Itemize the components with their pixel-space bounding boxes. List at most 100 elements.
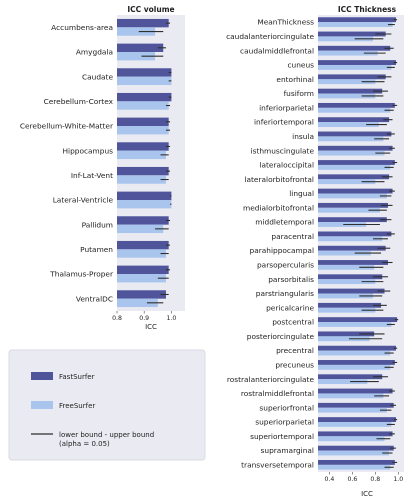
thickness-bar-freesurfer-insula: [318, 136, 384, 142]
thickness-bar-fastsurfer-lateralorbitofrontal: [318, 174, 390, 180]
volume-category-label: Thalamus-Proper: [49, 270, 114, 279]
volume-category-label: VentralDC: [76, 294, 113, 303]
thickness-bar-freesurfer-inferiortemporal: [318, 122, 379, 127]
thickness-bar-fastsurfer-fusiform: [318, 88, 383, 94]
thickness-category-label: entorhinal: [276, 75, 314, 84]
thickness-category-label: posteriorcingulate: [247, 332, 315, 341]
thickness-bar-freesurfer-precentral: [318, 350, 391, 356]
thickness-category-label: inferiortemporal: [254, 118, 314, 127]
volume-bar-freesurfer-accumbens-area: [117, 27, 156, 36]
thickness-bar-freesurfer-entorhinal: [318, 79, 376, 85]
thickness-category-label: cuneus: [287, 61, 314, 70]
volume-category-label: Lateral-Ventricle: [53, 196, 114, 205]
thickness-category-label: transversetemporal: [241, 460, 314, 469]
thickness-bar-fastsurfer-medialorbitofrontal: [318, 202, 388, 208]
volume-bar-freesurfer-amygdala: [117, 52, 156, 61]
thickness-bar-freesurfer-middletemporal: [318, 222, 367, 227]
thickness-bar-fastsurfer-caudalmiddlefrontal: [318, 45, 391, 51]
icc-volume-title: ICC volume: [127, 5, 174, 14]
thickness-bar-freesurfer-caudalmiddlefrontal: [318, 50, 378, 56]
volume-category-label: Inf-Lat-Vent: [71, 171, 113, 180]
legend-box: [8, 349, 206, 461]
thickness-bar-fastsurfer-rostralmiddlefrontal: [318, 388, 393, 394]
volume-bar-freesurfer-ventraldc: [117, 298, 158, 308]
icc-volume-x-axis-label: ICC: [145, 323, 157, 331]
thickness-bar-freesurfer-superiorfrontal: [318, 407, 387, 413]
volume-bar-fastsurfer-ventraldc: [117, 290, 166, 299]
thickness-category-label: lingual: [289, 189, 314, 198]
thickness-bar-freesurfer-parahippocampal: [318, 250, 371, 256]
thickness-bar-fastsurfer-paracentral: [318, 231, 392, 237]
thickness-bar-fastsurfer-postcentral: [318, 317, 398, 323]
icc-volume-marks: Accumbens-area Amygdala Caudate Cerebellum-…: [20, 18, 176, 322]
volume-bar-fastsurfer-pallidum: [117, 216, 169, 225]
thickness-bar-freesurfer-parsorbitalis: [318, 279, 376, 285]
thickness-bar-freesurfer-lingual: [318, 193, 387, 199]
thickness-bar-freesurfer-lateralorbitofrontal: [318, 179, 376, 185]
thickness-category-label: insula: [292, 132, 314, 141]
thickness-category-label: middletemporal: [255, 218, 314, 227]
thickness-category-label: isthmuscingulate: [251, 146, 315, 155]
volume-bar-fastsurfer-caudate: [117, 68, 172, 77]
thickness-category-label: medialorbitofrontal: [243, 203, 314, 212]
thickness-bar-freesurfer-superiortemporal: [318, 436, 385, 442]
thickness-bar-fastsurfer-parsorbitalis: [318, 274, 383, 280]
thickness-bar-freesurfer-paracentral: [318, 236, 383, 242]
volume-bar-fastsurfer-lateral-ventricle: [117, 191, 172, 200]
thickness-category-label: postcentral: [272, 318, 314, 327]
icc-volume-plot-area: [117, 15, 185, 311]
thickness-bar-freesurfer-superiorparietal: [318, 422, 392, 427]
thickness-bar-fastsurfer-parahippocampal: [318, 245, 386, 251]
thickness-bar-freesurfer-cuneus: [318, 64, 392, 70]
thickness-bar-freesurfer-pericalcarine: [318, 307, 376, 313]
thickness-bar-fastsurfer-caudalanteriorcingulate: [318, 31, 386, 37]
thickness-bar-freesurfer-postcentral: [318, 322, 392, 327]
volume-category-label: Hippocampus: [62, 146, 113, 155]
thickness-category-label: parahippocampal: [250, 246, 315, 255]
thickness-category-label: lateraloccipital: [259, 161, 314, 170]
thickness-bar-freesurfer-lateraloccipital: [318, 164, 391, 170]
thickness-x-tick-label: 1.0: [393, 476, 403, 483]
thickness-bar-fastsurfer-inferiorparietal: [318, 102, 395, 108]
thickness-category-label: pericalcarine: [266, 303, 314, 312]
thickness-x-tick-label: 0.4: [325, 476, 335, 483]
thickness-category-label: supramarginal: [261, 446, 314, 455]
legend-label-alpha: (alpha = 0.05): [59, 440, 110, 448]
thickness-bar-freesurfer-caudalanteriorcingulate: [318, 36, 374, 42]
thickness-bar-freesurfer-supramarginal: [318, 450, 390, 456]
legend-label-confidence-interval: lower bound - upper bound: [59, 431, 154, 439]
thickness-bar-freesurfer-transversetemporal: [318, 464, 391, 470]
thickness-bar-fastsurfer-rostralanteriorcingulate: [318, 374, 383, 380]
thickness-bar-fastsurfer-superiortemporal: [318, 431, 393, 437]
legend-swatch-fastsurfer: [31, 372, 53, 380]
icc-thickness-marks: MeanThickness caudalanteriorcingulate caud…: [226, 17, 403, 483]
volume-bar-freesurfer-caudate: [117, 76, 172, 86]
volume-bar-freesurfer-thalamus-proper: [117, 274, 166, 283]
volume-bar-freesurfer-hippocampus: [117, 150, 166, 160]
thickness-bar-fastsurfer-transversetemporal: [318, 460, 395, 465]
volume-bar-fastsurfer-putamen: [117, 240, 169, 250]
thickness-category-label: precentral: [276, 346, 314, 355]
thickness-category-label: rostralanteriorcingulate: [227, 375, 315, 384]
thickness-category-label: caudalanteriorcingulate: [226, 32, 314, 41]
thickness-bar-freesurfer-posteriorcingulate: [318, 336, 370, 342]
volume-bar-freesurfer-pallidum: [117, 224, 164, 234]
thickness-bar-freesurfer-medialorbitofrontal: [318, 207, 380, 213]
volume-x-tick-label: 0.9: [139, 315, 149, 322]
thickness-bar-fastsurfer-entorhinal: [318, 74, 386, 80]
thickness-category-label: caudalmiddlefrontal: [240, 46, 314, 55]
thickness-category-label: rostralmiddlefrontal: [241, 389, 314, 398]
icc-thickness-x-axis-label: ICC: [361, 490, 373, 498]
thickness-category-label: parsorbitalis: [268, 275, 314, 284]
thickness-category-label: superiorfrontal: [259, 403, 314, 412]
thickness-bar-freesurfer-meanthickness: [318, 22, 393, 27]
legend: FastSurfer FreeSurfer lower bound - uppe…: [8, 349, 206, 461]
thickness-category-label: precuneus: [275, 360, 314, 369]
volume-bar-freesurfer-cerebellum-white-matter: [117, 126, 169, 135]
thickness-bar-fastsurfer-superiorparietal: [318, 417, 396, 423]
thickness-x-tick-label: 0.8: [370, 476, 380, 483]
volume-bar-freesurfer-putamen: [117, 249, 166, 258]
thickness-bar-freesurfer-rostralanteriorcingulate: [318, 379, 368, 385]
volume-bar-fastsurfer-cerebellum-cortex: [117, 92, 172, 102]
icc-thickness-title: ICC Thickness: [338, 5, 397, 14]
